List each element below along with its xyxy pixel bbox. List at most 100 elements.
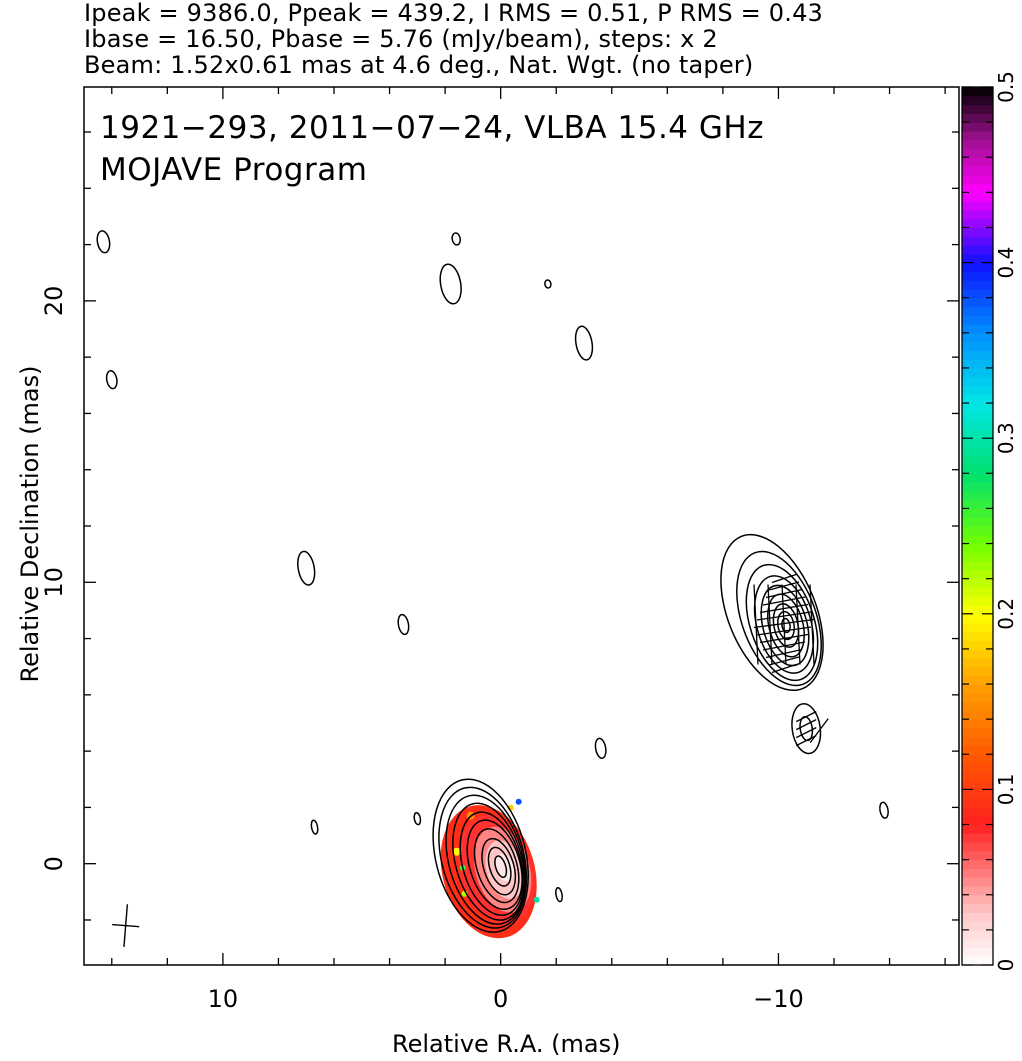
colorbar-band [962, 587, 993, 597]
noise-contour [439, 263, 462, 305]
knot-contour [720, 533, 824, 692]
y-axis-label: Relative Declination (mas) [16, 365, 44, 683]
colorbar-band [962, 341, 993, 351]
colorbar-band [962, 763, 993, 773]
evpa-vector [795, 727, 817, 739]
colorbar-band [962, 850, 993, 861]
colorbar-band [962, 824, 993, 834]
stats-line-2: Ibase = 16.50, Pbase = 5.76 (mJy/beam), … [84, 25, 718, 53]
colorbar-frame [961, 86, 994, 966]
pol-speck [533, 896, 540, 903]
contour-layer [96, 230, 889, 933]
colorbar-band [962, 122, 993, 132]
noise-contour [310, 819, 319, 835]
colorbar-band [962, 552, 993, 562]
colorbar-band [962, 139, 993, 150]
colorbar-tick-label: 0.4 [994, 247, 1018, 279]
colorbar-band [962, 789, 993, 799]
colorbar-band [962, 517, 993, 527]
core-contour [487, 846, 512, 887]
beam-info-line: Beam: 1.52x0.61 mas at 4.6 deg., Nat. Wg… [84, 51, 754, 79]
evpa-vector [795, 735, 817, 747]
colorbar-band [962, 806, 993, 817]
colorbar-band [962, 675, 993, 685]
evpa-vector [771, 663, 797, 674]
colorbar-band [962, 727, 993, 738]
knot-contour [781, 617, 791, 634]
colorbar-band [962, 490, 993, 501]
colorbar-band [962, 631, 993, 641]
core-contour [445, 794, 527, 925]
map-title-line-1: 1921−293, 2011−07−24, VLBA 15.4 GHz [100, 110, 764, 146]
evpa-vector [809, 584, 815, 665]
colorbar-band [962, 350, 993, 360]
evpa-vector [795, 719, 817, 731]
knot-contour [736, 550, 822, 687]
colorbar-band [962, 657, 993, 668]
evpa-vector [768, 656, 800, 666]
colorbar-band [962, 701, 993, 711]
evpa-vector [809, 718, 829, 744]
evpa-vector [759, 603, 809, 614]
evpa-vector [795, 711, 817, 723]
noise-contour [555, 886, 563, 903]
evpa-vector [762, 641, 806, 651]
colorbar-band [962, 736, 993, 747]
colorbar-band [962, 209, 993, 220]
colorbar-band [962, 482, 993, 492]
y-tick-labels: 0 10 20 [40, 286, 68, 872]
colorbar-band [962, 464, 993, 474]
colorbar-band [962, 315, 993, 325]
x-axis-label: Relative R.A. (mas) [392, 1030, 621, 1058]
pol-speck [452, 847, 461, 856]
colorbar-band [962, 359, 993, 369]
colorbar-band [962, 367, 993, 378]
colorbar-band [962, 403, 993, 413]
colorbar-band [962, 157, 993, 167]
colorbar-band [962, 420, 993, 431]
colorbar-band [962, 324, 993, 334]
colorbar-band [962, 253, 993, 264]
colorbar-band [962, 95, 993, 106]
evpa-vector [753, 584, 759, 665]
noise-contour [879, 801, 889, 819]
colorbar-band [962, 526, 993, 536]
map-title-line-2: MOJAVE Program [100, 152, 368, 188]
y-tick-label: 0 [40, 856, 68, 871]
colorbar-band [962, 754, 993, 764]
evpa-vectors [753, 573, 829, 747]
colorbar-band [962, 684, 993, 694]
colorbar-band [962, 596, 993, 606]
beam-marker [112, 904, 140, 947]
colorbar-band [962, 192, 993, 202]
colorbar-band [962, 288, 993, 299]
colorbar-band [962, 929, 993, 940]
knot-contour [791, 703, 822, 755]
colorbar-band [962, 894, 993, 905]
colorbar-band [962, 710, 993, 720]
colorbar-band [962, 912, 993, 922]
x-tick-label: −10 [753, 985, 804, 1013]
y-tick-label: 20 [40, 286, 68, 317]
colorbar-band [962, 561, 993, 571]
colorbar-band [962, 534, 993, 545]
noise-contour [297, 550, 316, 586]
axis-ticks [84, 87, 959, 965]
x-tick-labels: 10 0 −10 [208, 985, 804, 1013]
core-contour [438, 786, 528, 929]
noise-contour [544, 279, 552, 289]
colorbar-tick-label: 0.3 [994, 422, 1018, 454]
colorbar-band [962, 921, 993, 931]
colorbar-band [962, 938, 993, 949]
colorbar-band [962, 798, 993, 808]
noise-contour [105, 370, 118, 390]
colorbar-band [962, 130, 993, 141]
colorbar-band [962, 859, 993, 870]
colorbar-band [962, 87, 993, 97]
colorbar-band [962, 648, 993, 659]
core-contour [494, 855, 508, 879]
colorbar-band [962, 613, 993, 624]
colorbar-band [962, 780, 993, 790]
colorbar-tick-label: 0.1 [994, 773, 1018, 805]
